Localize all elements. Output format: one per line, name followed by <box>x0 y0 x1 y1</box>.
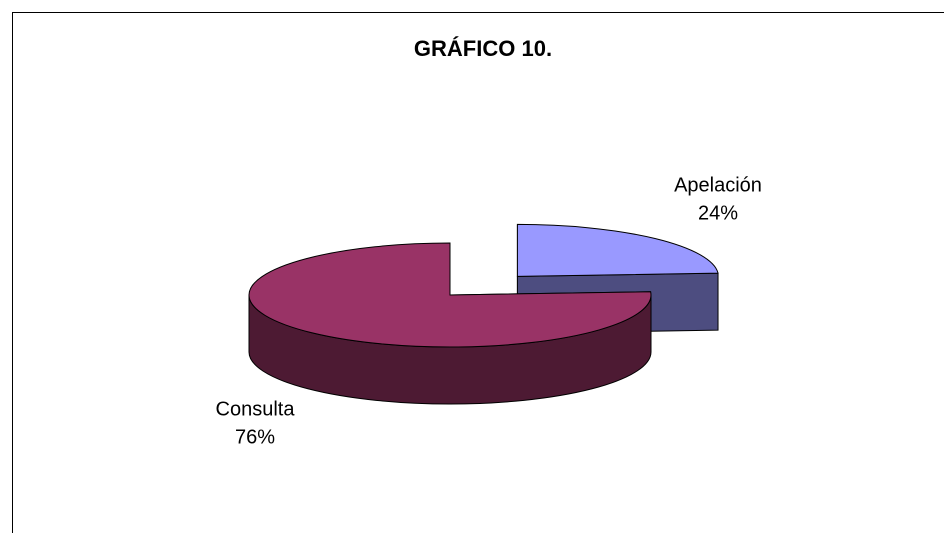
slice-value-label: 24% <box>698 202 738 224</box>
chart-title: GRÁFICO 10. <box>414 36 552 61</box>
slice-label: Consulta <box>216 398 296 420</box>
slice-top <box>248 242 652 348</box>
chart-border <box>12 12 944 533</box>
slice-label: Apelación <box>674 174 762 196</box>
slice-value-label: 76% <box>235 426 275 448</box>
slice-top <box>516 223 719 277</box>
